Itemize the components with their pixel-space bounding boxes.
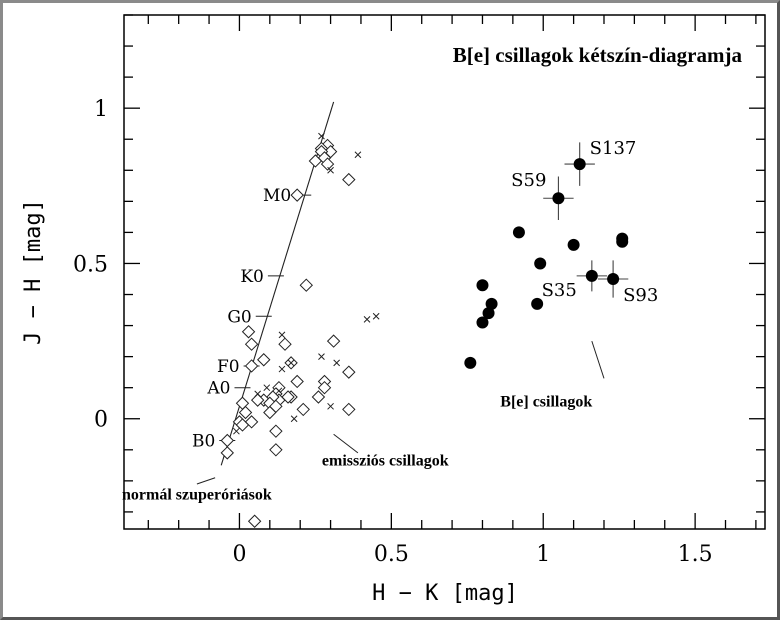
annotation-pointer	[333, 433, 359, 454]
diamond-point	[326, 334, 341, 348]
annotation-pointer	[591, 340, 605, 379]
cross-point	[275, 387, 283, 395]
be-star-point	[534, 257, 547, 270]
diamond-point	[299, 278, 313, 292]
be-star-point	[567, 238, 580, 251]
cross-point	[263, 384, 271, 392]
cross-point	[333, 359, 341, 367]
x-tick-label: 0	[232, 542, 246, 567]
be-star-point	[585, 269, 598, 282]
diamond-point	[311, 390, 326, 404]
x-tick-label: 1.5	[678, 542, 713, 567]
diamond-point	[342, 402, 356, 417]
y-tick-label: 0.5	[73, 252, 108, 277]
be-star-point	[616, 235, 629, 248]
plot-frame	[123, 14, 766, 530]
cross-point	[287, 359, 295, 367]
spectral-type-label: K0	[240, 267, 264, 287]
cross-point	[254, 390, 262, 398]
cross-point	[278, 331, 286, 339]
diamond-point	[342, 172, 356, 187]
diamond-point	[269, 424, 283, 438]
spectral-type-label: B0	[192, 431, 215, 451]
cross-point	[372, 312, 380, 320]
star-name-label: S93	[623, 285, 658, 306]
diamond-point	[278, 337, 292, 351]
y-axis-label: J − H [mag]	[21, 199, 46, 345]
chart-title: B[e] csillagok kétszín-diagramja	[453, 43, 743, 67]
y-tick-label: 1	[94, 97, 108, 122]
cross-point	[327, 402, 334, 410]
diamond-point	[317, 380, 332, 395]
y-tick-label: 0	[94, 408, 108, 433]
be-star-point	[482, 307, 495, 320]
be-star-point	[464, 356, 477, 369]
x-tick-label: 0.5	[374, 542, 409, 567]
star-name-label: S35	[542, 280, 577, 301]
diamond-point	[238, 405, 253, 420]
diamond-point	[220, 433, 234, 448]
annotation-label: B[e] csillagok	[500, 393, 592, 410]
be-star-point	[552, 192, 565, 205]
spectral-type-label: F0	[217, 357, 240, 377]
be-star-point	[531, 297, 544, 310]
be-star-point	[573, 158, 586, 171]
annotation-label: emissziós csillagok	[322, 452, 449, 469]
diamond-point	[308, 154, 323, 168]
be-star-point	[485, 297, 498, 310]
spectral-type-label: G0	[227, 307, 251, 327]
x-axis-label: H − K [mag]	[372, 581, 518, 606]
diamond-point	[244, 337, 259, 351]
diamond-point	[244, 359, 259, 373]
be-star-point	[476, 279, 489, 292]
diamond-point	[320, 157, 335, 171]
diamond-point	[220, 446, 234, 460]
be-star-point	[476, 316, 489, 329]
cross-point	[290, 415, 298, 423]
annotation-pointer	[196, 477, 216, 485]
diamond-point	[257, 353, 271, 367]
x-tick-label: 1	[536, 542, 550, 567]
cross-point	[354, 151, 362, 159]
be-star-point	[607, 272, 620, 285]
spectral-type-label: A0	[206, 379, 230, 399]
cross-point	[327, 166, 334, 174]
diamond-point	[290, 188, 304, 202]
diamond-point	[241, 325, 256, 339]
diamond-point	[244, 415, 259, 429]
star-name-label: S59	[511, 170, 546, 191]
cross-point	[318, 353, 325, 360]
diamond-point	[269, 399, 283, 414]
annotation-label: normál szuperóriások	[122, 486, 272, 503]
diamond-point	[281, 390, 295, 404]
diamond-point	[269, 443, 283, 457]
cross-point	[363, 316, 371, 323]
diamond-point	[296, 402, 310, 417]
cross-point	[233, 427, 240, 435]
be-star-point	[512, 226, 525, 239]
cross-point	[278, 365, 286, 373]
spectral-type-label: M0	[263, 186, 291, 206]
diamond-point	[247, 514, 262, 528]
diamond-point	[290, 374, 304, 389]
star-name-label: S137	[590, 138, 637, 159]
cross-point	[318, 132, 325, 140]
diamond-point	[250, 393, 265, 407]
diamond-point	[342, 365, 356, 379]
